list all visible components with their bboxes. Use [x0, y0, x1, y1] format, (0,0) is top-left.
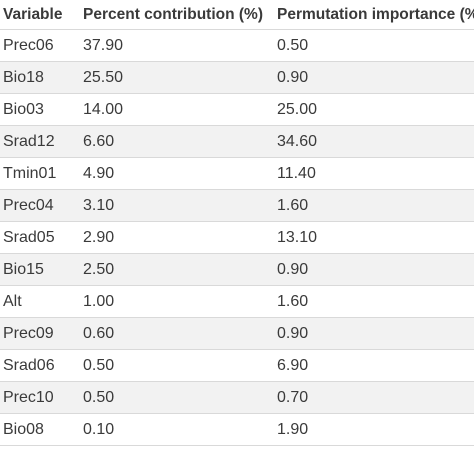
cell-variable: Prec09: [3, 324, 54, 342]
cell-permutation-importance: 1.60: [277, 292, 309, 310]
table-row: Bio08 0.10 1.90: [0, 414, 474, 446]
table-row: Bio18 25.50 0.90: [0, 62, 474, 94]
cell-percent-contribution: 1.00: [83, 292, 115, 310]
cell-variable: Bio18: [3, 68, 44, 86]
cell-variable: Bio03: [3, 100, 44, 118]
cell-variable: Bio15: [3, 260, 44, 278]
cell-variable: Prec06: [3, 36, 54, 54]
cell-permutation-importance: 25.00: [277, 100, 318, 118]
table-row: Srad05 2.90 13.10: [0, 222, 474, 254]
table-header-row: Variable Percent contribution (%) Permut…: [0, 0, 474, 30]
cell-percent-contribution: 37.90: [83, 36, 124, 54]
table-row: Srad12 6.60 34.60: [0, 126, 474, 158]
cell-variable: Bio08: [3, 420, 44, 438]
cell-variable: Srad12: [3, 132, 55, 150]
table-row: Prec06 37.90 0.50: [0, 30, 474, 62]
cell-percent-contribution: 4.90: [83, 164, 115, 182]
column-header-permutation-importance: Permutation importance (%): [277, 5, 474, 23]
cell-variable: Srad05: [3, 228, 55, 246]
table-row: Tmin01 4.90 11.40: [0, 158, 474, 190]
table-row: Prec04 3.10 1.60: [0, 190, 474, 222]
table-row: Prec09 0.60 0.90: [0, 318, 474, 350]
cell-variable: Alt: [3, 292, 22, 310]
cell-percent-contribution: 0.60: [83, 324, 115, 342]
column-header-percent-contribution: Percent contribution (%): [83, 5, 263, 23]
cell-variable: Tmin01: [3, 164, 57, 182]
cell-percent-contribution: 2.50: [83, 260, 115, 278]
cell-permutation-importance: 0.70: [277, 388, 309, 406]
cell-permutation-importance: 1.60: [277, 196, 309, 214]
cell-percent-contribution: 6.60: [83, 132, 115, 150]
cell-variable: Prec10: [3, 388, 54, 406]
cell-permutation-importance: 34.60: [277, 132, 318, 150]
cell-permutation-importance: 1.90: [277, 420, 309, 438]
cell-permutation-importance: 0.90: [277, 324, 309, 342]
cell-permutation-importance: 6.90: [277, 356, 309, 374]
cell-permutation-importance: 11.40: [277, 164, 316, 182]
column-header-variable: Variable: [3, 5, 63, 23]
cell-permutation-importance: 0.50: [277, 36, 309, 54]
table-row: Alt 1.00 1.60: [0, 286, 474, 318]
table-row: Prec10 0.50 0.70: [0, 382, 474, 414]
cell-permutation-importance: 0.90: [277, 260, 309, 278]
cell-permutation-importance: 0.90: [277, 68, 309, 86]
cell-percent-contribution: 2.90: [83, 228, 115, 246]
cell-permutation-importance: 13.10: [277, 228, 318, 246]
table-row: Bio03 14.00 25.00: [0, 94, 474, 126]
cell-variable: Srad06: [3, 356, 55, 374]
cell-percent-contribution: 25.50: [83, 68, 124, 86]
cell-percent-contribution: 0.10: [83, 420, 115, 438]
table-row: Srad06 0.50 6.90: [0, 350, 474, 382]
cell-percent-contribution: 0.50: [83, 388, 115, 406]
cell-variable: Prec04: [3, 196, 54, 214]
cell-percent-contribution: 0.50: [83, 356, 115, 374]
cell-percent-contribution: 14.00: [83, 100, 124, 118]
table-row: Bio15 2.50 0.90: [0, 254, 474, 286]
cell-percent-contribution: 3.10: [83, 196, 115, 214]
